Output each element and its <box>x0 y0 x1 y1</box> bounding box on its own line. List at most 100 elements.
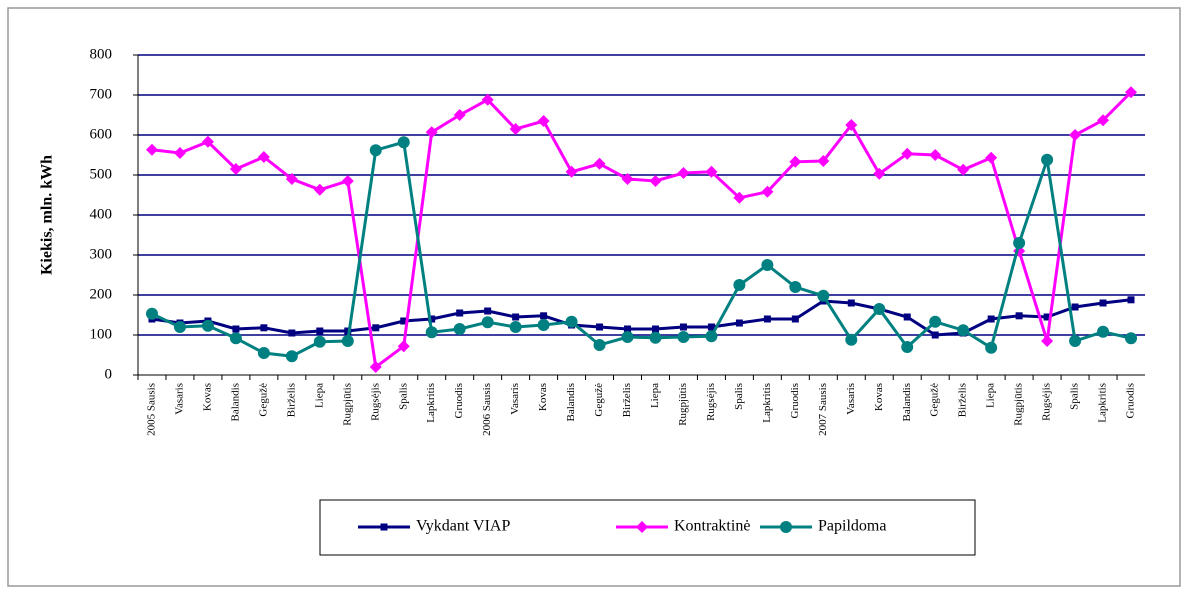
point <box>677 331 690 343</box>
point <box>288 329 296 337</box>
point <box>201 319 214 332</box>
legend-label: Kontraktinė <box>674 518 750 535</box>
point <box>593 339 606 351</box>
point <box>316 327 324 335</box>
point <box>985 151 998 164</box>
x-tick-label: Gruodis <box>1125 383 1137 418</box>
point <box>1071 303 1079 311</box>
point <box>651 325 659 333</box>
x-tick-label: Birželis <box>957 383 969 417</box>
point <box>509 123 522 135</box>
chart-frame <box>7 7 1181 587</box>
x-tick-label: Gegužė <box>929 383 941 417</box>
x-tick-label: 2005 Sausis <box>146 383 158 436</box>
x-tick-label: Rugsėjis <box>705 383 717 421</box>
point <box>929 149 942 161</box>
point <box>173 321 186 333</box>
point <box>735 319 743 327</box>
point <box>229 163 242 175</box>
point <box>705 165 718 178</box>
point <box>733 191 746 204</box>
x-tick-label: Lapkritis <box>1097 383 1109 423</box>
point <box>425 326 438 339</box>
point <box>229 332 242 345</box>
y-tick-label: 500 <box>90 166 113 182</box>
point <box>453 323 466 335</box>
x-tick-label: Rugsėjis <box>369 383 381 421</box>
point <box>400 317 408 325</box>
point <box>313 183 326 196</box>
point <box>957 163 970 176</box>
x-tick-label: Spalis <box>1069 383 1081 410</box>
point <box>425 126 438 139</box>
point <box>397 136 410 149</box>
point <box>257 347 270 359</box>
point <box>512 313 520 321</box>
point <box>817 289 830 302</box>
point <box>1013 237 1026 249</box>
y-tick-label: 100 <box>90 326 113 342</box>
y-tick-label: 700 <box>90 86 113 102</box>
point <box>931 331 939 339</box>
point <box>1015 312 1023 320</box>
point <box>1127 296 1135 304</box>
point <box>789 281 802 293</box>
point <box>957 324 970 337</box>
point <box>313 335 326 348</box>
point <box>484 307 492 315</box>
point <box>677 167 690 179</box>
x-tick-label: Kovas <box>201 383 213 411</box>
x-tick-label: 2006 Sausis <box>481 383 493 436</box>
point <box>649 331 662 344</box>
point <box>565 165 578 178</box>
point <box>537 115 550 127</box>
x-tick-label: Lapkritis <box>425 383 437 423</box>
point <box>145 307 158 320</box>
x-tick-label: Balandis <box>229 383 241 422</box>
point <box>285 173 298 185</box>
point <box>847 299 855 307</box>
point <box>453 109 466 121</box>
point <box>456 309 464 317</box>
x-tick-label: Liepa <box>649 383 661 408</box>
x-tick-label: Rugpjūtis <box>1013 383 1025 426</box>
x-tick-label: Rugpjūtis <box>341 383 353 426</box>
point <box>173 147 186 159</box>
point <box>763 315 771 323</box>
point <box>369 144 382 157</box>
point <box>761 259 774 271</box>
point <box>341 335 354 347</box>
point <box>901 147 914 160</box>
x-tick-label: Vasaris <box>173 383 185 415</box>
point <box>624 325 632 333</box>
y-tick-label: 800 <box>90 46 113 62</box>
point <box>1097 114 1110 127</box>
point <box>397 340 410 353</box>
point <box>1099 299 1107 307</box>
x-tick-label: Kovas <box>537 383 549 411</box>
point <box>1125 86 1138 99</box>
x-tick-label: 2007 Sausis <box>817 383 829 436</box>
x-tick-label: Gruodis <box>789 383 801 418</box>
point <box>873 167 886 180</box>
point <box>679 323 687 331</box>
y-tick-label: 0 <box>105 366 113 382</box>
point <box>705 330 718 343</box>
point <box>791 315 799 323</box>
point <box>1125 332 1138 345</box>
point <box>845 333 858 346</box>
point <box>232 325 240 333</box>
point <box>201 135 214 148</box>
point <box>845 119 858 131</box>
x-tick-label: Kovas <box>873 383 885 411</box>
point <box>509 321 522 333</box>
point <box>987 315 995 323</box>
legend-marker <box>380 523 388 531</box>
x-tick-label: Vasaris <box>845 383 857 415</box>
legend-marker <box>636 521 648 533</box>
point <box>789 155 802 168</box>
point <box>929 315 942 328</box>
point <box>621 331 634 343</box>
point <box>985 341 998 354</box>
